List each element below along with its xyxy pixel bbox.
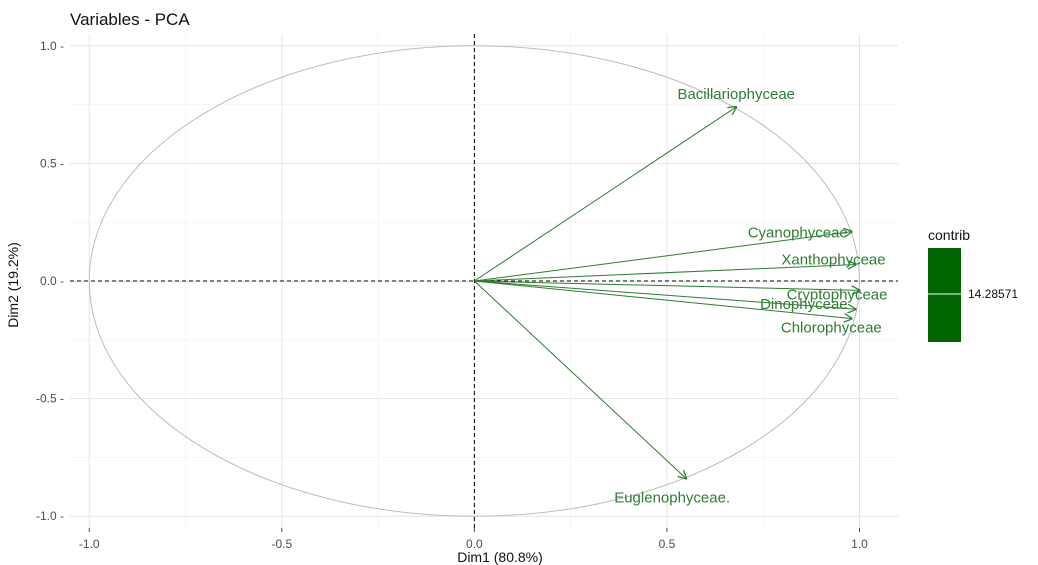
variable-label: Dinophyceae <box>760 296 848 313</box>
variable-label: Chlorophyceae <box>781 320 882 337</box>
legend-value-label: 14.28571 <box>968 287 1018 301</box>
chart-title: Variables - PCA <box>70 10 190 29</box>
y-tick-label: -1.0 - <box>36 509 64 523</box>
variable-label: Bacillariophyceae <box>677 86 795 103</box>
x-tick-label: 0.5 <box>659 537 676 551</box>
unit-circle <box>88 45 860 517</box>
y-tick-label: -0.5 - <box>36 392 64 406</box>
variable-arrows <box>474 107 859 479</box>
unit-circle-layer <box>88 45 860 517</box>
variable-arrow <box>474 280 686 479</box>
x-tick-label: 1.0 <box>851 537 868 551</box>
variable-labels: Bacillariophyceae Cyanophyceae Xanthophyce… <box>614 86 887 507</box>
variable-arrow <box>474 280 851 319</box>
variable-label: Cyanophyceae <box>748 225 848 242</box>
x-tick-label: -0.5 <box>271 537 292 551</box>
axes: -1.0 -0.5 0.0 0.5 1.0 1.0 - 0.5 - 0.0 - -0.5 - -1… <box>36 34 898 551</box>
variable-arrow <box>474 232 851 282</box>
variable-label: Euglenophyceae. <box>614 490 730 507</box>
variable-arrow <box>474 107 736 282</box>
legend-title: contrib <box>928 227 970 243</box>
variable-arrow <box>474 280 859 290</box>
x-tick-label: 0.0 <box>466 537 483 551</box>
variable-label: Cryptophyceae <box>787 286 888 303</box>
variable-label: Xanthophyceae <box>781 252 885 269</box>
x-tick-label: -1.0 <box>79 537 100 551</box>
variable-arrow <box>474 265 855 282</box>
x-axis-title: Dim1 (80.8%) <box>457 549 543 565</box>
y-tick-label: 0.5 - <box>40 156 64 170</box>
y-axis-title: Dim2 (19.2%) <box>5 242 21 328</box>
legend-colorbar <box>928 248 961 342</box>
legend: contrib 14.28571 <box>928 227 1018 342</box>
y-tick-label: 1.0 - <box>40 39 64 53</box>
variable-arrow <box>474 280 855 309</box>
y-tick-label: 0.0 - <box>40 274 64 288</box>
